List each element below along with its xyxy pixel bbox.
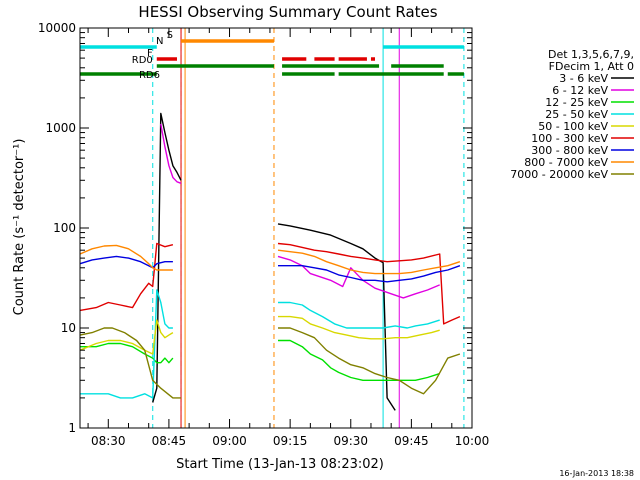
x-tick-label: 09:45 — [394, 434, 429, 448]
flag-label: F — [147, 48, 153, 59]
series-line — [278, 301, 440, 329]
series-line — [79, 327, 181, 399]
series-line — [79, 255, 173, 269]
series-lines — [79, 112, 461, 411]
x-tick-label: 09:15 — [273, 434, 308, 448]
series-line — [80, 342, 174, 364]
series-line — [278, 327, 461, 395]
legend-header: Det 1,3,5,6,7,9, — [548, 48, 634, 61]
legend-entry-label: 50 - 100 keV — [538, 120, 608, 133]
y-tick-label: 10000 — [38, 21, 76, 35]
legend-header: FDecim 1, Att 0 — [549, 60, 634, 73]
flag-label: RD6 — [139, 70, 160, 81]
series-line — [79, 319, 174, 355]
series-line — [79, 244, 173, 271]
x-tick-label: 09:30 — [333, 434, 368, 448]
series-line — [278, 265, 461, 283]
flag-label: RD0 — [132, 55, 153, 66]
axes: 1 10 100 1000 10000 08:30 08:45 09:00 09:15 09:30… — [38, 21, 489, 448]
x-axis-title: Start Time (13-Jan-13 08:23:02) — [176, 457, 384, 472]
flag-label: N — [156, 36, 163, 47]
series-line — [277, 223, 396, 411]
legend-entry-label: 12 - 25 keV — [545, 96, 608, 109]
legend-entry-label: 7000 - 20000 keV — [510, 168, 608, 181]
series-line — [79, 242, 174, 312]
legend-entry-label: 100 - 300 keV — [531, 132, 608, 145]
chart-title: HESSI Observing Summary Count Rates — [138, 3, 437, 21]
y-axis-title: Count Rate (s⁻¹ detector⁻¹) — [12, 139, 27, 316]
series-line — [278, 339, 440, 381]
series-line — [80, 289, 173, 399]
legend-entry-label: 300 - 800 keV — [531, 144, 608, 157]
y-tick-label: 1 — [68, 421, 76, 435]
y-tick-label: 100 — [53, 221, 76, 235]
y-tick-label: 10 — [61, 321, 76, 335]
legend-entry-label: 800 - 7000 keV — [524, 156, 608, 169]
legend-entry-label: 6 - 12 keV — [552, 84, 608, 97]
legend-entry-label: 25 - 50 keV — [545, 108, 608, 121]
y-tick-label: 1000 — [45, 121, 76, 135]
footer-timestamp: 16-Jan-2013 18:38 — [559, 469, 634, 478]
flag-label: S — [167, 30, 173, 41]
x-tick-label: 08:45 — [152, 434, 187, 448]
x-tick-label: 10:00 — [455, 434, 490, 448]
legend: Det 1,3,5,6,7,9,FDecim 1, Att 03 - 6 keV… — [510, 48, 634, 181]
x-tick-label: 09:00 — [212, 434, 247, 448]
legend-entry-label: 3 - 6 keV — [559, 72, 608, 85]
series-line — [277, 249, 461, 275]
series-line — [160, 123, 182, 184]
series-line — [278, 315, 440, 340]
x-tick-label: 08:30 — [91, 434, 126, 448]
mode-vertical-lines — [152, 28, 465, 428]
series-line — [152, 112, 182, 403]
series-line — [277, 255, 440, 299]
series-line — [277, 242, 461, 325]
